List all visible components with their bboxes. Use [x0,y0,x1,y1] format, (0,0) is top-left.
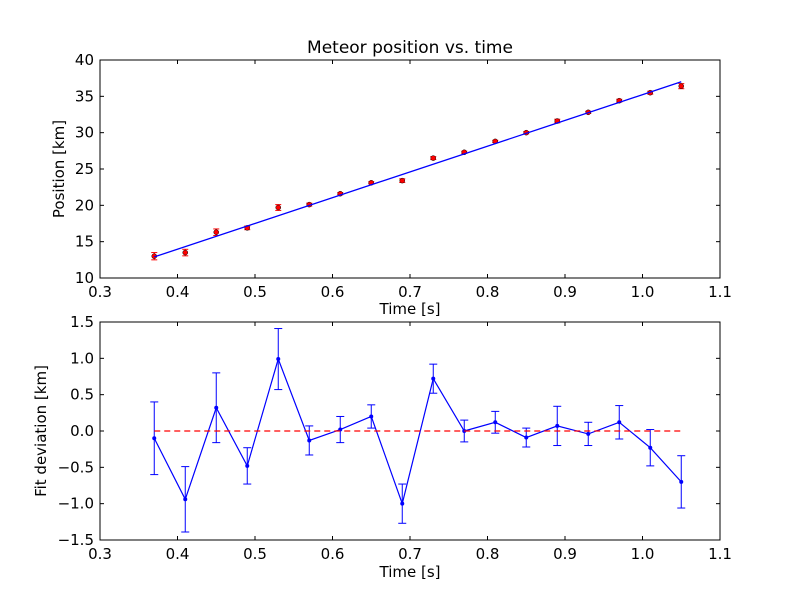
deviation-plot-x-label: Time [s] [379,563,441,581]
deviation-point [555,423,560,428]
data-point [678,83,684,89]
position-plot-x-tick-label: 0.9 [553,283,577,301]
position-plot-marks [151,81,685,261]
position-plot-y-tick-label: 40 [75,51,94,69]
deviation-plot-y-tick-label: 0.5 [70,386,94,404]
deviation-plot: 0.3 0.4 0.5 0.6 0.7 0.8 0.9 1.0 1.1 −1.5 −1.0 −0.5… [32,313,732,581]
deviation-plot-x-tick-label: 1.0 [631,545,655,563]
deviation-plot-marks [150,328,686,533]
position-plot-y-tick-label: 20 [75,196,94,214]
data-point [182,249,188,256]
deviation-point [617,420,622,425]
deviation-plot-x-tick-label: 0.4 [166,545,190,563]
data-point [430,155,436,161]
deviation-point [307,438,312,443]
deviation-point [648,445,653,450]
position-plot-y-tick-label: 35 [75,87,94,105]
position-plot-x-tick-label: 0.8 [476,283,500,301]
position-plot-y-ticks: 10 15 20 25 30 35 40 [75,51,720,287]
deviation-plot-x-tick-label: 0.5 [243,545,267,563]
position-plot-x-tick-label: 0.3 [88,283,112,301]
deviation-plot-y-ticks: −1.5 −1.0 −0.5 0.0 0.5 1.0 1.5 [58,313,720,549]
deviation-point [431,376,436,381]
deviation-point [524,435,529,440]
deviation-point [369,414,374,419]
deviation-plot-y-tick-label: 1.0 [70,349,94,367]
deviation-plot-y-tick-label: 1.5 [70,313,94,331]
deviation-plot-y-tick-label: −1.5 [58,531,94,549]
deviation-point [276,357,281,362]
deviation-point [183,497,188,502]
deviation-plot-x-tick-label: 0.9 [553,545,577,563]
fit-line [154,81,682,258]
deviation-plot-y-tick-label: 0.0 [70,422,94,440]
position-plot-y-tick-label: 15 [75,233,94,251]
data-point [275,204,281,211]
data-point [213,229,219,235]
deviation-plot-y-tick-label: −0.5 [58,458,94,476]
position-plot-x-label: Time [s] [379,300,441,318]
position-plot-y-tick-label: 25 [75,160,94,178]
deviation-point [586,431,591,436]
position-plot-x-ticks: 0.3 0.4 0.5 0.6 0.7 0.8 0.9 1.0 1.1 [88,60,732,301]
deviation-plot-x-tick-label: 1.1 [708,545,732,563]
deviation-plot-x-tick-label: 0.3 [88,545,112,563]
position-plot-y-tick-label: 10 [75,269,94,287]
deviation-point [493,420,498,425]
position-plot-y-tick-label: 30 [75,124,94,142]
deviation-line [153,357,682,506]
deviation-plot-x-ticks: 0.3 0.4 0.5 0.6 0.7 0.8 0.9 1.0 1.1 [88,322,732,563]
position-plot-frame [99,59,721,279]
deviation-plot-x-tick-label: 0.7 [398,545,422,563]
position-plot: Meteor position vs. time 0.3 0.4 0.5 0.6 0.7… [50,38,732,318]
position-plot-x-tick-label: 1.1 [708,283,732,301]
position-plot-title: Meteor position vs. time [307,38,513,58]
deviation-point [245,463,250,468]
deviation-plot-x-tick-label: 0.8 [476,545,500,563]
position-plot-y-label: Position [km] [50,120,68,218]
deviation-point [152,436,157,441]
deviation-point [214,405,219,410]
deviation-plot-x-tick-label: 0.6 [321,545,345,563]
deviation-point [679,479,684,484]
position-plot-x-tick-label: 0.5 [243,283,267,301]
position-plot-x-tick-label: 0.6 [321,283,345,301]
deviation-plot-y-tick-label: −1.0 [58,495,94,513]
data-point [399,177,405,184]
deviation-point [400,501,405,506]
deviation-plot-y-label: Fit deviation [km] [32,365,50,497]
position-plot-x-tick-label: 0.4 [166,283,190,301]
position-plot-x-tick-label: 0.7 [398,283,422,301]
position-plot-x-tick-label: 1.0 [631,283,655,301]
